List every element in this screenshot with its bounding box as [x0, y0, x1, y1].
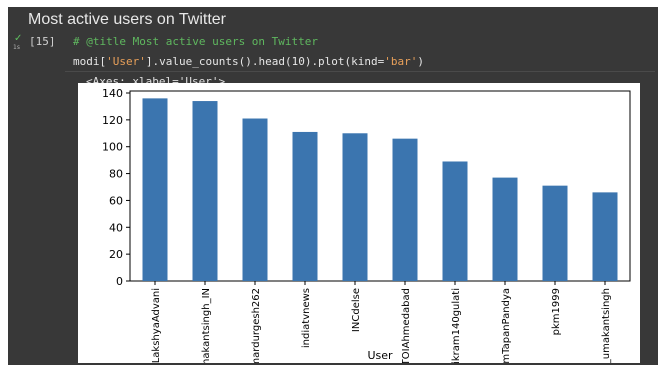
y-tick-label: 140: [102, 87, 123, 100]
code-mid: ].value_counts().head(10).plot(kind=: [145, 55, 385, 68]
check-icon: ✓: [14, 33, 23, 44]
y-tick-label: 100: [102, 141, 123, 154]
x-tick-label: iamTapanPandya: [501, 288, 512, 363]
run-cell-button[interactable]: ✓ 1s: [8, 33, 28, 57]
bar-chart: 0 20 40 60 80 100 120 140 LakshyaAdvani umakantsi…: [102, 87, 631, 363]
bar: [542, 185, 568, 281]
notebook-cell: Most active users on Twitter ✓ 1s [15] #…: [8, 7, 658, 365]
y-tick-label: 0: [116, 275, 123, 288]
y-tick-label: 40: [109, 221, 123, 234]
code-suffix: ): [417, 55, 425, 68]
x-tick-label: TOIAhmedabad: [401, 288, 412, 363]
y-tick-label: 60: [109, 194, 123, 207]
chart-area: 0 20 40 60 80 100 120 140 LakshyaAdvani umakantsi…: [78, 83, 640, 363]
bar: [392, 138, 418, 281]
y-tick-label: 80: [109, 168, 123, 181]
run-time: 1s: [13, 44, 21, 51]
x-tick-label: pkm1999: [551, 288, 562, 335]
x-tick-label: _umakantsingh: [601, 288, 612, 363]
code-prefix: modi[: [73, 55, 107, 68]
x-tick-label: INCdelse: [351, 288, 362, 332]
bar: [342, 133, 368, 281]
cell-divider: [65, 71, 655, 72]
code-string-user: 'User': [106, 55, 146, 68]
bar: [292, 131, 318, 281]
x-tick-label: LakshyaAdvani: [151, 288, 162, 363]
x-tick-label: kumardurgesh262: [251, 288, 262, 363]
code-string-bar: 'bar': [384, 55, 418, 68]
bar: [592, 192, 618, 281]
bar: [192, 101, 218, 281]
bar: [492, 177, 518, 281]
cell-title: Most active users on Twitter: [28, 11, 226, 28]
x-tick-label: indiatvnews: [301, 288, 312, 348]
bar: [242, 118, 268, 281]
execution-count: [15]: [29, 35, 56, 48]
x-tick-label: umakantsingh_IN: [201, 288, 212, 363]
bar: [142, 98, 168, 281]
x-axis-label: User: [367, 349, 393, 362]
y-tick-label: 20: [109, 248, 123, 261]
code-comment-line[interactable]: # @title Most active users on Twitter: [73, 35, 319, 48]
y-tick-label: 120: [102, 114, 123, 127]
code-line[interactable]: modi['User'].value_counts().head(10).plo…: [73, 55, 424, 68]
plot-frame: [129, 90, 631, 282]
x-tick-label: vikram140gulati: [451, 288, 462, 363]
bar: [442, 161, 468, 281]
